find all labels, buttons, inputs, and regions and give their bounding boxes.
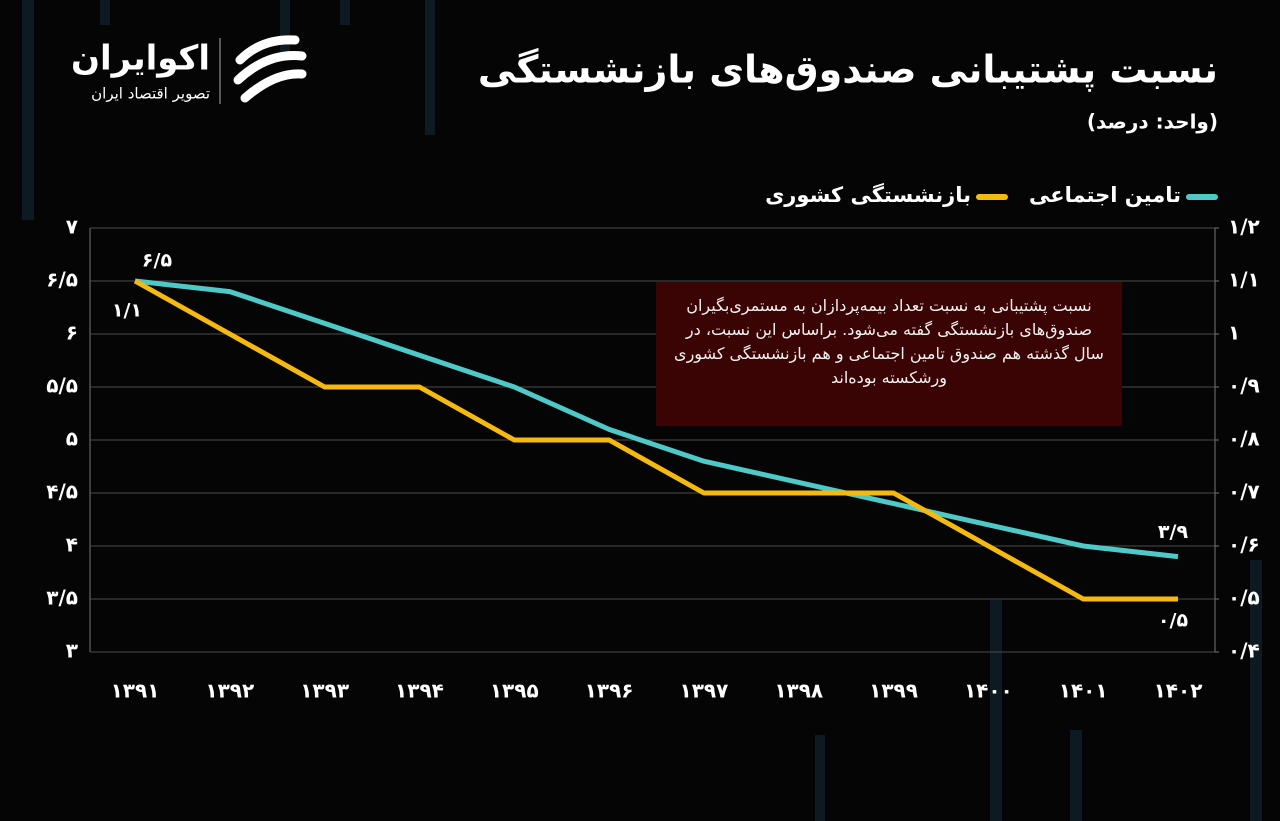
value-label: ۶/۵ <box>142 250 173 272</box>
value-label: ۳/۹ <box>1158 521 1189 543</box>
y2-tick-label: ۰/۸ <box>1228 427 1260 451</box>
y2-tick-label: ۱/۱ <box>1228 268 1260 292</box>
x-tick-label: ۱۳۹۸ <box>774 679 823 703</box>
x-tick-label: ۱۳۹۶ <box>585 679 634 703</box>
x-tick-label: ۱۳۹۳ <box>300 679 349 703</box>
value-label: ۱/۱ <box>112 300 142 322</box>
y2-tick-label: ۰/۷ <box>1228 480 1260 504</box>
background-bars <box>22 0 1262 821</box>
x-tick-label: ۱۳۹۹ <box>869 679 918 703</box>
brand-name: اکوایران <box>71 39 210 79</box>
y-tick-label: ۶/۵ <box>46 268 78 292</box>
chart-subtitle: (واحد: درصد) <box>1087 110 1218 134</box>
x-tick-label: ۱۴۰۰ <box>964 679 1013 703</box>
y2-tick-label: ۰/۴ <box>1228 639 1260 663</box>
chart-title: نسبت پشتیبانی صندوق‌های بازنشستگی <box>478 48 1218 93</box>
x-tick-label: ۱۴۰۱ <box>1059 679 1108 703</box>
y-tick-label: ۵/۵ <box>46 374 78 398</box>
x-tick-label: ۱۳۹۲ <box>205 679 254 703</box>
logo <box>233 35 307 103</box>
y2-tick-label: ۱/۲ <box>1228 215 1260 239</box>
x-tick-label: ۱۳۹۷ <box>679 679 728 703</box>
y-tick-label: ۷ <box>66 215 78 239</box>
y-tick-label: ۴/۵ <box>46 480 78 504</box>
y-tick-label: ۴ <box>66 533 78 557</box>
x-tick-label: ۱۳۹۴ <box>395 679 444 703</box>
brand-tagline: تصویر اقتصاد ایران <box>91 85 210 103</box>
y2-tick-label: ۰/۹ <box>1228 374 1260 398</box>
y2-tick-label: ۰/۵ <box>1228 586 1260 610</box>
y-tick-label: ۵ <box>66 427 78 451</box>
annotation: نسبت پشتیبانی به نسبت تعداد بیمه‌پردازان… <box>656 282 1122 426</box>
series-line <box>134 278 1179 560</box>
legend-label: بازنشستگی کشوری <box>765 182 971 207</box>
x-tick-label: ۱۴۰۲ <box>1154 679 1203 703</box>
y-tick-label: ۳/۵ <box>46 586 78 610</box>
x-tick-label: ۱۳۹۱ <box>111 679 160 703</box>
y2-tick-label: ۰/۶ <box>1228 533 1260 557</box>
y-tick-label: ۶ <box>66 321 78 345</box>
legend-label: تامین اجتماعی <box>1029 183 1181 207</box>
series-line <box>133 278 1178 602</box>
y-tick-label: ۳ <box>66 639 78 663</box>
value-label: ۰/۵ <box>1158 610 1189 632</box>
x-tick-label: ۱۳۹۵ <box>490 679 539 703</box>
y2-tick-label: ۱ <box>1228 321 1240 345</box>
